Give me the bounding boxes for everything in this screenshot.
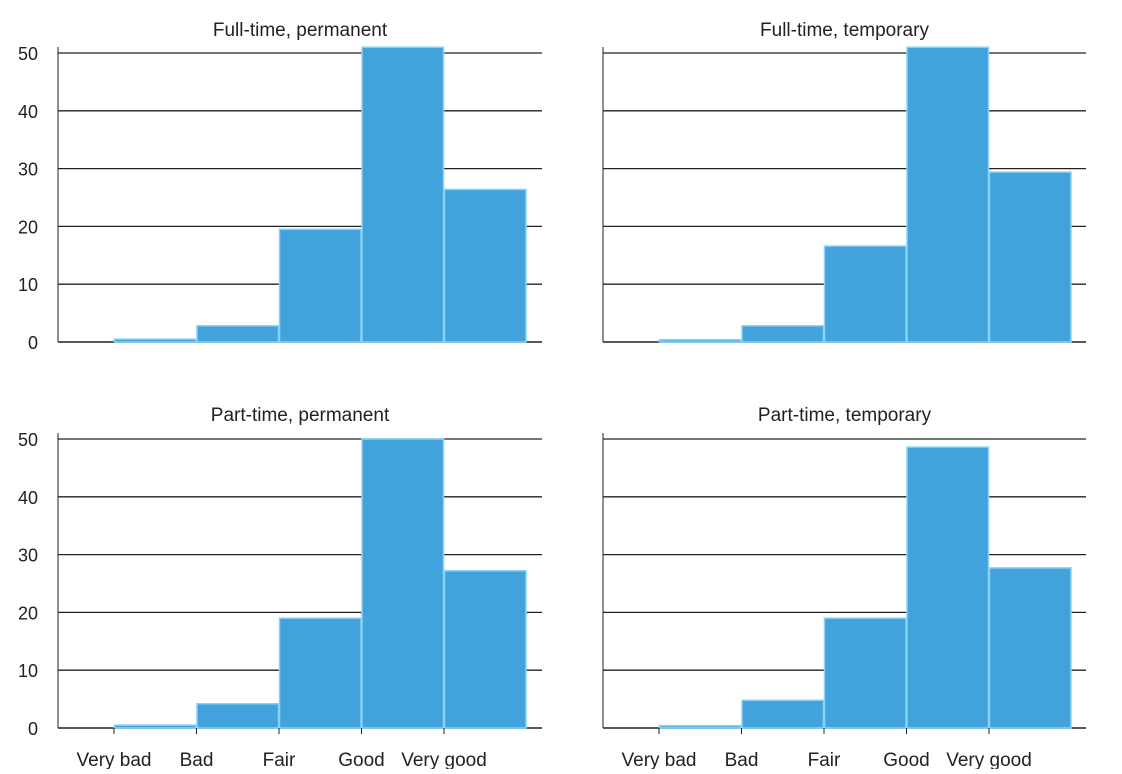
chart-panel-1: Full-time, permanent 0 10 20 30 40 50: [18, 20, 542, 353]
bar-very-good: [443, 188, 527, 343]
chart-panel-4: Part-time, temporary Very bad Bad Fair Good V…: [602, 405, 1086, 771]
chart-title: Full-time, permanent: [213, 20, 388, 41]
bar-very-good: [443, 570, 527, 729]
bar-fair: [278, 228, 362, 343]
bar-good: [906, 446, 990, 729]
y-tick-label: 40: [18, 102, 38, 122]
y-tick-label: 0: [28, 719, 38, 739]
x-tick-label: Good: [338, 750, 384, 769]
y-tick-label: 10: [18, 275, 38, 295]
bar-bad: [741, 325, 825, 343]
x-tick-label: Bad: [180, 750, 214, 769]
bar-very-bad: [113, 724, 197, 729]
bar-very-bad: [113, 338, 197, 343]
y-tick-label: 0: [28, 333, 38, 353]
chart-panel-2: Full-time, temporary: [602, 20, 1086, 343]
bar-good: [361, 46, 445, 343]
y-tick-label: 20: [18, 217, 38, 237]
y-tick-label: 50: [18, 44, 38, 64]
bar-good: [906, 46, 990, 343]
x-tick-label: Fair: [808, 750, 841, 769]
y-tick-label: 50: [18, 430, 38, 450]
x-tick-label: Very good: [401, 750, 487, 769]
bar-fair: [823, 617, 907, 729]
y-tick-label: 10: [18, 661, 38, 681]
bar-very-good: [988, 171, 1072, 343]
x-tick-label: Very good: [946, 750, 1032, 769]
chart-title: Full-time, temporary: [760, 20, 929, 41]
bar-bad: [741, 699, 825, 729]
bar-fair: [278, 617, 362, 729]
chart-title: Part-time, permanent: [211, 405, 390, 426]
chart-title: Part-time, temporary: [758, 405, 932, 426]
y-tick-label: 30: [18, 160, 38, 180]
x-tick-label: Bad: [725, 750, 759, 769]
y-tick-label: 20: [18, 603, 38, 623]
bar-bad: [196, 702, 280, 729]
bar-bad: [196, 325, 280, 343]
bar-very-bad: [658, 724, 742, 729]
x-tick-label: Good: [883, 750, 929, 769]
bar-very-good: [988, 567, 1072, 729]
chart-panel-3: Part-time, permanent 0 10 20 30 40 50 Very bad B…: [18, 405, 542, 771]
x-tick-label: Very bad: [622, 750, 697, 769]
bar-very-bad: [658, 338, 742, 343]
y-tick-label: 30: [18, 546, 38, 566]
bar-good: [361, 438, 445, 729]
bar-fair: [823, 245, 907, 343]
y-tick-label: 40: [18, 488, 38, 508]
x-tick-label: Fair: [263, 750, 296, 769]
x-tick-label: Very bad: [77, 750, 152, 769]
